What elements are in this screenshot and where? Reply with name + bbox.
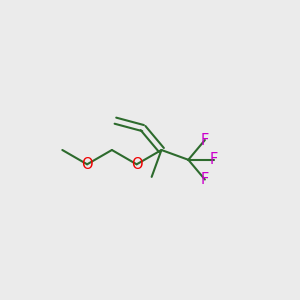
Text: F: F: [210, 152, 218, 167]
Text: F: F: [201, 172, 209, 187]
Text: F: F: [201, 133, 209, 148]
Text: O: O: [131, 157, 142, 172]
Text: O: O: [81, 157, 93, 172]
